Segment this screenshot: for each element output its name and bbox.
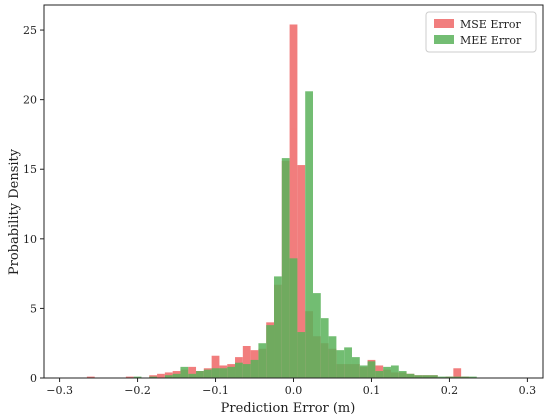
- bar-mee-18: [289, 258, 298, 378]
- bar-mse-4: [164, 372, 173, 378]
- bar-mse-40: [453, 368, 462, 378]
- bar-mee-2: [164, 375, 173, 378]
- legend-swatch-mse: [434, 19, 454, 28]
- x-tick-label: 0.0: [285, 384, 303, 397]
- bar-mee-27: [359, 365, 368, 378]
- bar-mee-20: [305, 91, 313, 378]
- bar-mee-0: [133, 376, 142, 378]
- bar-mse-3: [157, 373, 165, 378]
- legend: MSE Error MEE Error: [425, 11, 537, 53]
- x-axis-label: Prediction Error (m): [221, 401, 356, 416]
- bar-mse-10: [211, 355, 220, 378]
- bar-mee-29: [375, 371, 384, 378]
- y-tick-label: 0: [30, 372, 37, 385]
- bar-mee-19: [297, 332, 306, 378]
- bar-mee-8: [211, 368, 220, 378]
- bar-mee-15: [266, 325, 275, 378]
- bar-mee-26: [351, 357, 360, 378]
- bar-mee-17: [281, 158, 290, 378]
- y-tick-label: 10: [23, 233, 37, 246]
- bar-mse-0: [86, 376, 95, 378]
- bar-mee-38: [445, 376, 454, 378]
- x-tick-label: −0.3: [46, 384, 73, 397]
- bar-mse-7: [188, 366, 197, 378]
- x-tick-label: 0.1: [363, 384, 381, 397]
- bar-mee-39: [453, 376, 462, 378]
- legend-label-mee: MEE Error: [460, 34, 522, 47]
- bar-mee-33: [406, 373, 415, 378]
- axes-layer: −0.3 −0.2 −0.1 0.0 0.1 0.2 0.3 0 5 10 15 20 25: [23, 4, 544, 397]
- bar-mee-30: [383, 366, 391, 378]
- bar-mee-7: [203, 369, 212, 378]
- bar-mee-36: [429, 375, 438, 378]
- bar-mee-6: [196, 371, 204, 378]
- bar-mee-1: [149, 376, 158, 378]
- bar-mse-20: [289, 24, 298, 379]
- bars-layer: [86, 24, 477, 379]
- series-mee-error: [133, 91, 477, 378]
- bar-mee-32: [398, 371, 407, 378]
- bar-mee-12: [242, 364, 251, 378]
- bar-mee-40: [461, 376, 469, 378]
- bar-mee-21: [312, 293, 321, 378]
- y-axis-label: Probability Density: [7, 148, 22, 275]
- bar-mee-35: [422, 375, 430, 378]
- y-tick-label: 25: [23, 24, 37, 37]
- x-tick-label: 0.3: [519, 384, 537, 397]
- x-tick-label: −0.2: [124, 384, 151, 397]
- bar-mee-4: [180, 366, 189, 378]
- bar-mee-11: [235, 362, 243, 378]
- bar-mee-28: [367, 361, 376, 378]
- x-tick-label: −0.1: [202, 384, 229, 397]
- bar-mse-14: [242, 345, 251, 378]
- bar-mee-22: [320, 318, 329, 378]
- legend-label-mse: MSE Error: [460, 18, 521, 31]
- y-tick-label: 15: [23, 163, 37, 176]
- bar-mee-24: [336, 350, 345, 378]
- bar-mse-1: [125, 376, 134, 378]
- y-tick-label: 5: [30, 302, 37, 315]
- bar-mee-9: [219, 368, 228, 378]
- bar-mee-25: [344, 347, 352, 378]
- x-tick-label: 0.2: [441, 384, 459, 397]
- bar-mee-16: [274, 276, 282, 378]
- bar-mee-23: [328, 336, 337, 378]
- bar-mee-5: [188, 373, 197, 378]
- bar-mee-3: [172, 373, 181, 378]
- bar-mse-21: [297, 165, 306, 378]
- y-tick-label: 20: [23, 94, 37, 107]
- bar-mee-13: [250, 359, 259, 378]
- bar-mee-31: [390, 365, 399, 378]
- bar-mee-14: [258, 343, 267, 378]
- legend-swatch-mee: [434, 35, 454, 44]
- bar-mee-37: [437, 376, 446, 378]
- bar-mee-41: [468, 376, 477, 378]
- bar-mee-10: [227, 366, 236, 378]
- bar-mee-34: [414, 375, 423, 378]
